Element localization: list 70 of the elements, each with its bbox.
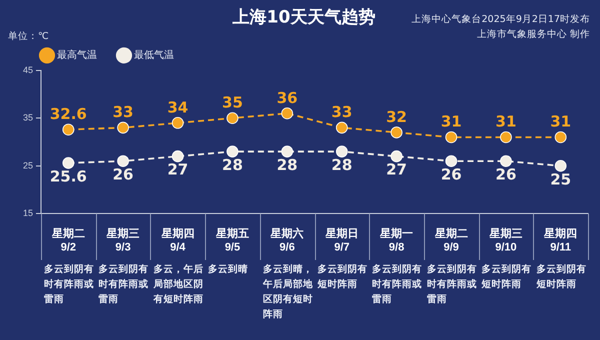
point — [500, 131, 512, 144]
text: 多云到阴有时有阵雨或雷雨 — [426, 263, 477, 306]
x-tick-label: 星期二 9/9 — [434, 227, 468, 254]
data-label: 36 — [276, 88, 298, 107]
x-tick-label: 星期三 9/10 — [488, 227, 522, 254]
point — [445, 131, 458, 144]
legend-label: 最高气温 — [57, 49, 97, 62]
point — [117, 155, 129, 167]
data-label: 27 — [167, 160, 188, 179]
data-label: 32 — [386, 108, 407, 126]
data-label: 26 — [440, 165, 462, 184]
data-label: 31 — [496, 112, 516, 131]
data-label: 26 — [496, 165, 516, 184]
text: 多云到阴有时有阵雨或雷雨 — [44, 263, 94, 306]
data-label: 28 — [222, 156, 243, 174]
point — [62, 124, 74, 136]
x-tick-label: 星期二 9/2 — [50, 227, 85, 254]
data-label: 27 — [386, 160, 407, 179]
x-tick-label: 星期五 9/5 — [214, 227, 249, 254]
text: 多云到阴有短时阵雨 — [316, 263, 368, 290]
data-label: 31 — [550, 112, 572, 131]
text: 多云到阴有时有阵雨或雷雨 — [98, 263, 149, 306]
point — [62, 157, 74, 169]
point — [390, 150, 402, 162]
x-tick-label: 星期四 9/11 — [543, 227, 578, 254]
point — [226, 146, 238, 158]
text: 多云，午后局部地区阴有短时阵雨 — [152, 263, 204, 306]
data-label: 34 — [167, 98, 188, 116]
point — [281, 107, 294, 120]
x-tick-label: 星期三 9/3 — [106, 227, 140, 254]
y-tick-label: 35 — [22, 112, 34, 123]
x-tick-label: 星期六 9/6 — [270, 227, 304, 254]
text: 多云到晴 — [208, 263, 248, 276]
y-tick-label: 45 — [22, 64, 34, 75]
x-tick-label: 星期日 9/7 — [324, 227, 358, 254]
point — [172, 150, 184, 162]
y-axis-title: 单位：℃ — [8, 30, 49, 43]
point — [117, 122, 129, 134]
point — [172, 117, 184, 129]
data-label: 35 — [222, 94, 243, 112]
point — [226, 112, 238, 124]
data-label: 31 — [440, 112, 462, 131]
point — [281, 146, 294, 158]
data-label: 32.6 — [50, 104, 87, 123]
point — [336, 146, 348, 158]
point — [500, 155, 512, 167]
point — [336, 122, 348, 134]
y-tick-label: 15 — [22, 208, 34, 218]
text: 多云到阴有时有阵雨或雷雨 — [372, 263, 422, 306]
data-label: 28 — [276, 156, 298, 174]
text: 上海市气象服务中心 制作 — [476, 28, 590, 42]
point — [445, 155, 458, 167]
data-label: 28 — [331, 156, 352, 174]
data-label: 25 — [550, 170, 572, 188]
x-tick-label: 星期一 9/8 — [379, 227, 414, 254]
data-label: 33 — [112, 103, 134, 122]
y-tick-label: 25 — [22, 160, 34, 170]
point — [554, 131, 567, 144]
text: 多云到阴有短时阵雨 — [535, 263, 586, 290]
chart-title: 上海10天天气趋势 — [232, 8, 376, 28]
data-label: 26 — [112, 165, 134, 184]
data-label: 33 — [331, 103, 352, 122]
text: 多云到阴有短时阵雨 — [480, 263, 532, 290]
text: 多云到晴，午后局部地区阴有短时阵雨 — [262, 263, 314, 320]
text: 上海中心气象台2025年9月2日17时发布 — [412, 13, 590, 27]
x-tick-label: 星期四 9/4 — [160, 227, 194, 254]
point — [390, 126, 402, 138]
data-label: 25.6 — [50, 167, 87, 186]
point — [554, 160, 567, 172]
legend-label: 最低气温 — [134, 49, 174, 62]
